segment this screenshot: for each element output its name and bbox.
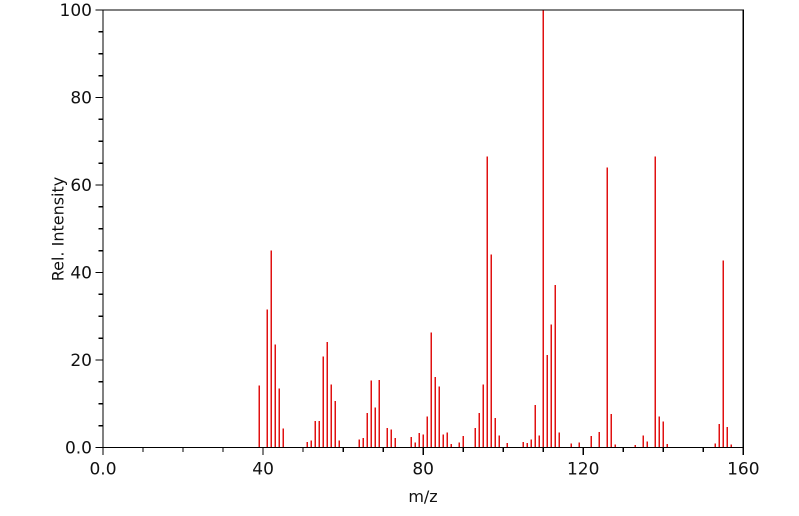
x-tick-label-40: 40: [252, 460, 274, 480]
y-tick-label-60: 60: [70, 176, 92, 196]
x-tick-label-0: 0.0: [89, 460, 116, 480]
x-axis-title: m/z: [408, 487, 438, 506]
x-tick-label-80: 80: [412, 460, 434, 480]
y-tick-label-100: 100: [60, 1, 92, 21]
axis-ticks: [95, 9, 744, 455]
tick-labels: 0.0 40 80 120 160 0.0 20 40 60 80 100: [60, 1, 760, 480]
y-tick-label-40: 40: [70, 264, 92, 284]
x-tick-label-160: 160: [727, 460, 759, 480]
x-tick-label-120: 120: [567, 460, 599, 480]
y-tick-label-20: 20: [70, 351, 92, 371]
y-tick-label-0: 0.0: [65, 439, 92, 459]
y-tick-label-80: 80: [70, 89, 92, 109]
y-axis-title: Rel. Intensity: [48, 176, 68, 282]
plot-frame: [102, 9, 744, 449]
peak-bars: [258, 10, 733, 448]
